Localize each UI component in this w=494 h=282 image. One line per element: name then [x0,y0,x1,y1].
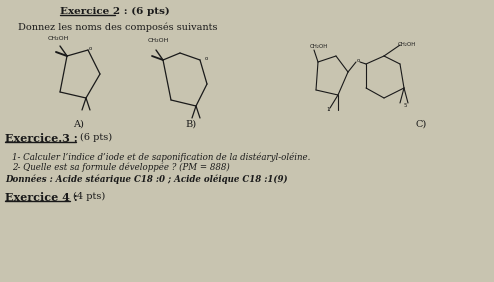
Text: Donnez les noms des composés suivants: Donnez les noms des composés suivants [18,22,217,32]
Text: CH₂OH: CH₂OH [398,42,416,47]
Text: Exercice 4 :: Exercice 4 : [5,192,78,203]
Text: Données : Acide stéarique C18 :0 ; Acide oléique C18 :1(9): Données : Acide stéarique C18 :0 ; Acide… [5,174,288,184]
Text: (4 pts): (4 pts) [73,192,105,201]
Text: A): A) [73,120,84,129]
Text: 1- Calculer l’indice d’iode et de saponification de la distéaryl-oléine.: 1- Calculer l’indice d’iode et de saponi… [12,152,310,162]
Text: Exercice.3 :: Exercice.3 : [5,133,78,144]
Text: o: o [88,46,92,51]
Text: o: o [205,56,208,61]
Text: CH₂OH: CH₂OH [48,36,69,41]
Text: o: o [356,58,360,63]
Text: C): C) [415,120,426,129]
Text: ₄: ₄ [328,107,330,112]
Text: (6 pts): (6 pts) [80,133,112,142]
Text: CH₂OH: CH₂OH [310,44,329,49]
Text: 5: 5 [404,103,408,108]
Text: 1: 1 [326,107,329,112]
Text: 2- Quelle est sa formule développée ? (PM = 888): 2- Quelle est sa formule développée ? (P… [12,163,230,173]
Text: CH₂OH: CH₂OH [148,38,169,43]
Text: Exercice 2 : (6 pts): Exercice 2 : (6 pts) [60,7,170,16]
Text: B): B) [185,120,196,129]
